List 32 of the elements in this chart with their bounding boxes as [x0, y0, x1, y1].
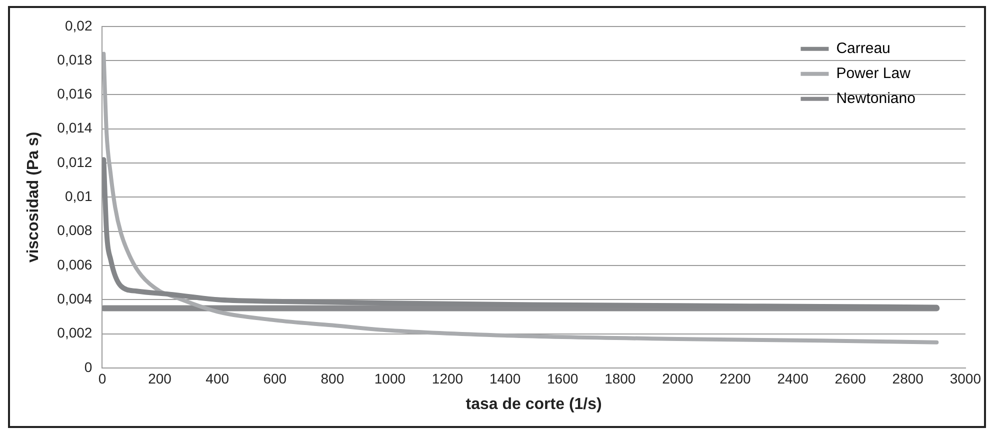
x-tick-label: 2200 — [720, 370, 752, 386]
legend-label: Newtoniano — [836, 90, 916, 108]
legend-label: Power Law — [836, 65, 911, 82]
y-tick-label: 0,016 — [57, 86, 92, 102]
x-tick-label: 600 — [263, 370, 287, 386]
y-tick-label: 0,014 — [57, 120, 92, 136]
x-tick-label: 2400 — [777, 370, 809, 386]
x-tick-label: 2800 — [892, 370, 924, 386]
x-tick-label: 400 — [206, 370, 230, 386]
y-tick-label: 0,002 — [57, 324, 92, 341]
y-tick-label: 0,02 — [64, 17, 92, 34]
x-tick-label: 1600 — [547, 370, 578, 386]
x-tick-label: 1400 — [489, 370, 521, 386]
x-tick-label: 1000 — [374, 370, 406, 386]
x-tick-label: 1200 — [432, 370, 464, 386]
x-tick-label: 3000 — [950, 370, 982, 386]
y-tick-label: 0 — [84, 358, 92, 375]
x-tick-label: 200 — [148, 370, 172, 386]
y-tick-label: 0,006 — [57, 256, 92, 272]
x-tick-label: 1800 — [604, 370, 636, 386]
x-tick-label: 2600 — [834, 370, 866, 386]
y-tick-label: 0,008 — [57, 222, 92, 238]
x-tick-label: 0 — [98, 370, 106, 386]
x-tick-label: 2000 — [662, 370, 694, 386]
y-axis-title: viscosidad (Pa s) — [25, 132, 42, 263]
legend-label: Carreau — [836, 40, 890, 58]
y-tick-label: 0,012 — [57, 154, 92, 170]
x-tick-label: 800 — [320, 370, 344, 386]
x-axis-title: tasa de corte (1/s) — [466, 396, 602, 413]
y-tick-label: 0,004 — [57, 290, 92, 307]
y-tick-label: 0,018 — [57, 51, 92, 68]
y-tick-label: 0,01 — [64, 188, 92, 204]
